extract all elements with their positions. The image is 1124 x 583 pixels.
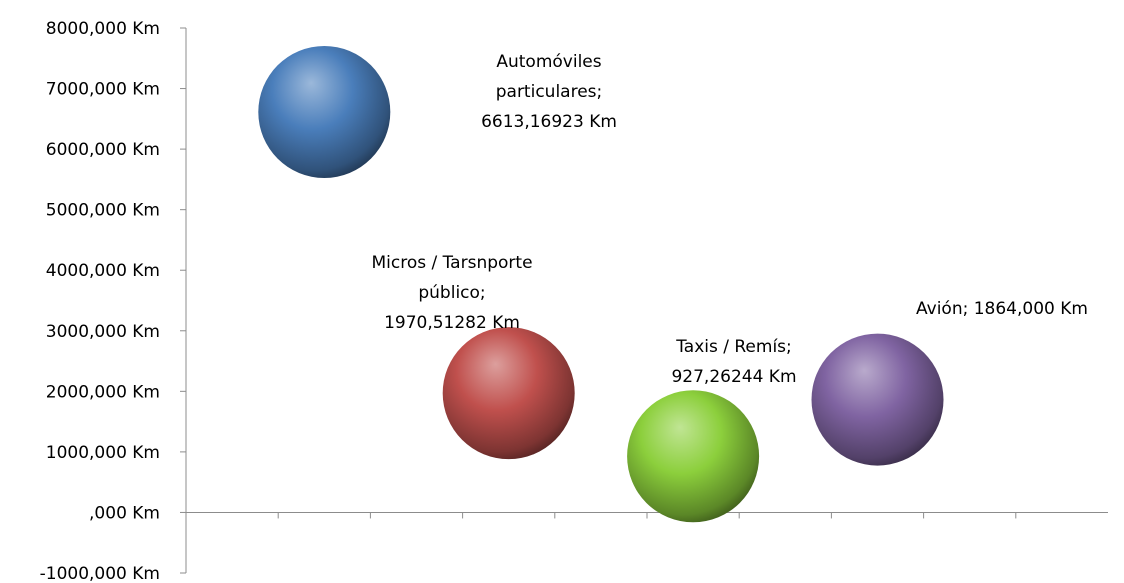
bubble-4: [811, 333, 944, 466]
y-tick-label: 7000,000 Km: [46, 80, 160, 100]
y-tick-label: 6000,000 Km: [46, 140, 160, 160]
data-label: Avión; 1864,000 Km: [916, 299, 1088, 319]
y-tick-label: 2000,000 Km: [46, 382, 160, 402]
bubble-3: [627, 390, 760, 523]
data-label: Automóviles particulares; 6613,16923 Km: [481, 52, 617, 132]
bubble-1: [258, 45, 391, 178]
axes: [180, 27, 1108, 574]
y-tick-label: 8000,000 Km: [46, 19, 160, 39]
y-tick-label: 5000,000 Km: [46, 201, 160, 221]
y-axis-tick-labels: -1000,000 Km ,000 Km 1000,000 Km 2000,000 K…: [40, 19, 160, 583]
y-tick-label: 4000,000 Km: [46, 261, 160, 281]
y-tick-label: ,000 Km: [89, 503, 160, 523]
data-label: Micros / Tarsnporte público; 1970,51282 Km: [371, 253, 532, 333]
y-tick-label: 3000,000 Km: [46, 322, 160, 342]
bubbles: [258, 45, 944, 523]
data-labels: Automóviles particulares; 6613,16923 Km Mic…: [371, 52, 1088, 387]
data-label: Taxis / Remís; 927,26244 Km: [671, 337, 796, 387]
bubble-2: [442, 327, 575, 460]
y-tick-label: 1000,000 Km: [46, 443, 160, 463]
y-tick-label: -1000,000 Km: [40, 564, 160, 583]
